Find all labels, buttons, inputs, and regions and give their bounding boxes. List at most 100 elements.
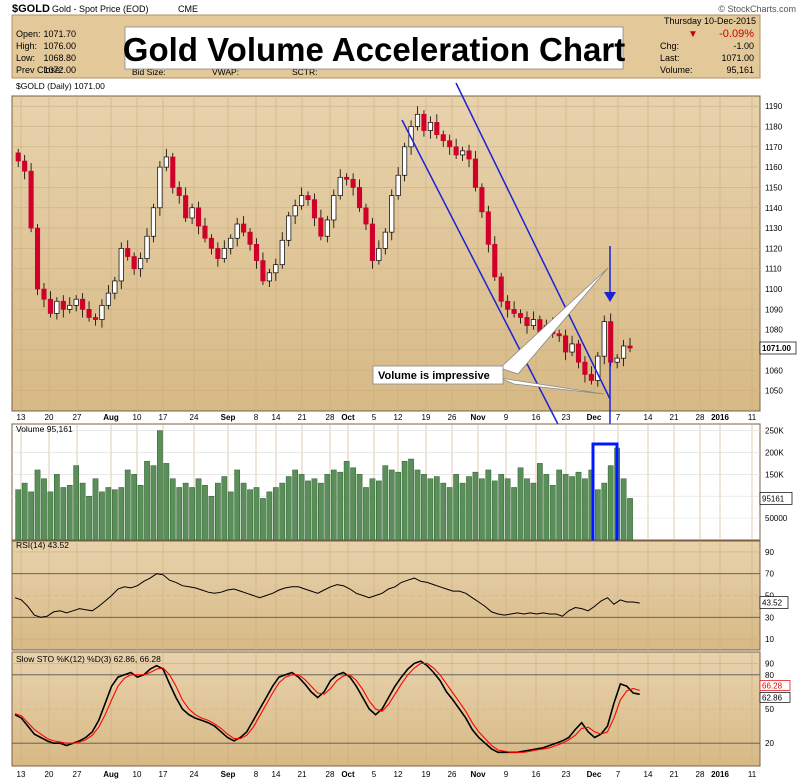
x-tick-label: Oct — [341, 413, 355, 422]
callout-pointer — [499, 267, 609, 375]
y-tick-label: 1150 — [765, 183, 783, 192]
candle-body — [305, 195, 311, 200]
candle-body — [144, 235, 150, 259]
y-tick-label: 250K — [765, 427, 784, 436]
volume-bar — [54, 474, 60, 541]
y-tick-label: 150K — [765, 470, 784, 479]
x-tick-label: 14 — [272, 413, 281, 422]
volume-bar — [260, 498, 266, 541]
y-tick-label: 20 — [765, 739, 774, 748]
volume-bar — [163, 463, 170, 541]
stats-right: Chg: -1.00 Last: 1071.00 Volume: 95,161 — [660, 41, 754, 75]
candle-body — [382, 231, 388, 249]
volume-bar — [343, 460, 350, 541]
volume-bar — [60, 487, 67, 541]
candle-body — [447, 140, 453, 148]
candle-body — [479, 187, 485, 213]
y-tick-label: 1160 — [765, 163, 783, 172]
volume-bar — [408, 458, 414, 541]
x-tick-label: 11 — [748, 770, 757, 779]
stoch-k-line — [14, 660, 640, 754]
volume-bar — [169, 478, 176, 541]
volume-bar — [337, 471, 344, 541]
x-tick-label: 28 — [696, 770, 705, 779]
volume-bar — [511, 487, 517, 541]
last-volume-label: 95161 — [762, 494, 785, 503]
volume-bar — [118, 487, 125, 541]
candle-body — [221, 248, 227, 259]
candle-body — [453, 146, 459, 156]
candle-body — [215, 248, 221, 259]
candle-body — [266, 272, 272, 282]
candle-body — [356, 187, 363, 209]
volume-bar — [41, 478, 47, 541]
x-tick-label: 20 — [45, 770, 54, 779]
volume-bar — [556, 469, 563, 541]
arrow-head — [604, 292, 616, 302]
last-k-tag — [759, 691, 791, 703]
candle-body — [434, 122, 440, 135]
stat-value: 95,161 — [726, 65, 754, 75]
candle-body — [183, 195, 189, 219]
x-tick-label: Nov — [470, 770, 486, 779]
candle-body — [15, 152, 21, 162]
candle-body — [402, 146, 408, 176]
candle-body — [492, 244, 498, 278]
stat-value: 1068.80 — [43, 53, 76, 63]
candle-body — [440, 134, 446, 142]
volume-bar — [28, 491, 34, 541]
x-tick-label: 2016 — [711, 770, 729, 779]
trend-line-upper — [455, 82, 611, 400]
volume-bar — [92, 478, 99, 541]
rsi-panel-title: RSI(14) 43.52 — [16, 540, 69, 550]
x-tick-label: 13 — [17, 413, 26, 422]
candle-body — [86, 309, 92, 318]
volume-bar — [298, 474, 305, 541]
volume-bar — [21, 482, 28, 541]
x-tick-label: 7 — [616, 413, 621, 422]
candle-body — [157, 166, 163, 209]
volume-bar — [504, 478, 511, 541]
volume-bar — [66, 485, 73, 541]
x-tick-label: 27 — [73, 770, 82, 779]
candle-body — [234, 223, 240, 239]
x-tick-label: 19 — [422, 770, 431, 779]
x-tick-label: Aug — [103, 770, 119, 779]
volume-bar — [227, 491, 234, 541]
callout-text: Volume is impressive — [378, 370, 490, 382]
candle-body — [125, 248, 131, 257]
x-tick-label: 21 — [670, 413, 679, 422]
volume-bar — [99, 491, 105, 541]
volume-bar — [620, 478, 627, 541]
stat-label: Last: — [660, 53, 680, 63]
last-rsi-label: 43.52 — [762, 599, 783, 608]
x-tick-label: Nov — [470, 413, 486, 422]
candle-body — [472, 158, 479, 188]
volume-bar — [498, 474, 505, 541]
volume-bar — [459, 482, 466, 541]
volume-bar — [524, 478, 530, 541]
x-tick-label: 2016 — [711, 413, 729, 422]
stat-label: Low: — [16, 53, 35, 63]
y-tick-label: 90 — [765, 659, 774, 668]
y-tick-label: 1140 — [765, 204, 783, 213]
x-tick-label: 14 — [644, 413, 653, 422]
y-tick-label: 1120 — [765, 244, 783, 253]
candle-body — [138, 258, 144, 270]
candle-body — [311, 199, 318, 219]
volume-bar — [440, 482, 447, 541]
volume-bar — [221, 476, 228, 541]
volume-bar — [240, 482, 247, 541]
x-tick-label: 23 — [562, 770, 571, 779]
last-price-label: 1071.00 — [762, 344, 791, 353]
x-tick-label: 8 — [254, 413, 259, 422]
candle-body — [318, 217, 324, 237]
symbol: $GOLD — [12, 3, 50, 15]
candle-body — [337, 176, 343, 196]
candle-body — [176, 187, 182, 196]
candle-body — [414, 113, 421, 127]
price-panel-title: $GOLD (Daily) 1071.00 — [16, 81, 105, 91]
volume-bar — [543, 474, 550, 541]
volume-panel-title: Volume 95,161 — [16, 424, 73, 434]
